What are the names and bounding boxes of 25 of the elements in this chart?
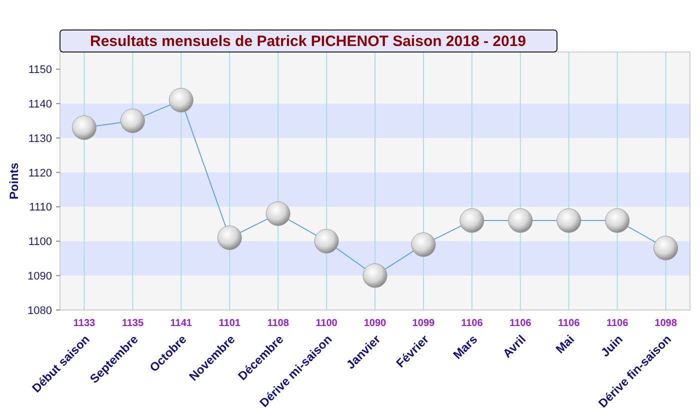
data-label: 1099 [412,318,436,329]
chart-title: Resultats mensuels de Patrick PICHENOT Saison 2018 - 2019 [90,33,526,50]
data-label: 1133 [73,318,96,329]
data-label: 1098 [654,318,678,329]
y-tick-label: 1120 [28,167,52,180]
y-tick-label: 1130 [28,132,52,145]
data-label: 1106 [510,318,532,329]
y-tick-label: 1080 [28,304,52,317]
y-tick-label: 1140 [28,98,52,110]
data-label: 1106 [606,318,629,329]
y-tick-label: 1090 [28,270,52,282]
x-tick-label: Mai [552,332,577,356]
data-label: 1090 [364,318,387,329]
data-label: 1135 [122,318,144,329]
data-label: 1100 [316,318,338,329]
x-tick-label: Juin [598,332,626,360]
y-axis-title: Points [7,162,21,200]
data-label: 1106 [461,318,484,329]
data-label: 1141 [170,318,192,329]
data-label: 1101 [218,318,241,329]
y-tick-label: 1100 [28,236,52,248]
y-tick-label: 1150 [28,64,52,76]
data-label: 1106 [558,318,580,329]
y-tick-label: 1110 [29,202,52,214]
data-label: 1108 [267,318,290,329]
